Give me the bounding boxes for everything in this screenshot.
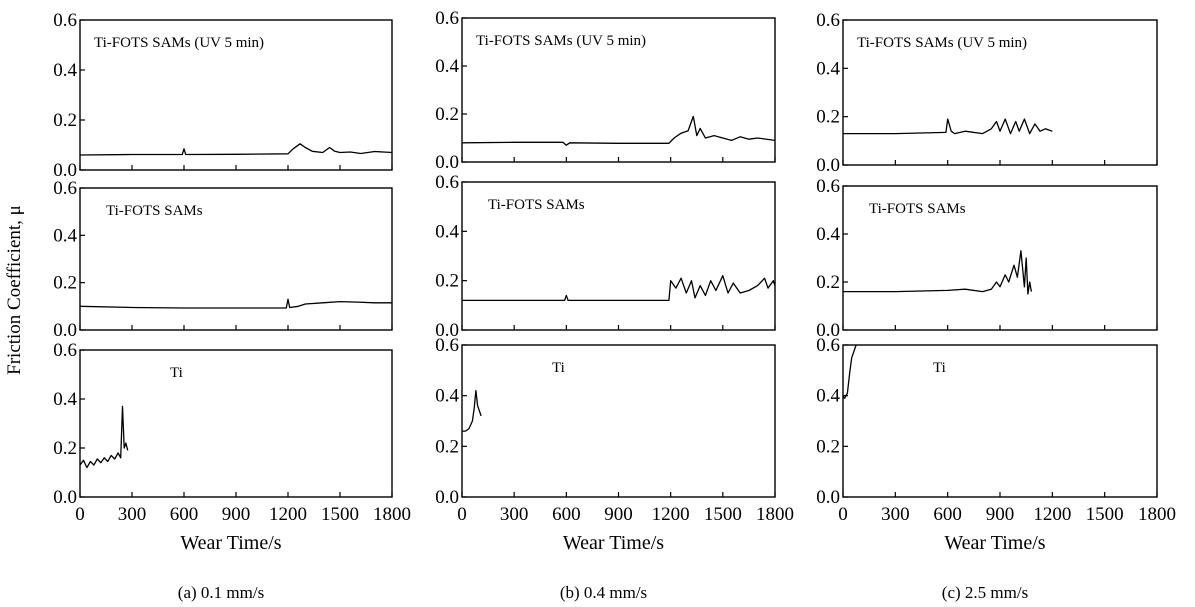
y-tick-label: 0.4	[53, 389, 77, 410]
panel-c-3: 0.0 0.2 0.4 0.6 Ti	[816, 335, 1158, 508]
series-label: Ti-FOTS SAMs (UV 5 min)	[476, 33, 646, 49]
y-tick-label: 0.4	[816, 386, 840, 407]
series-label: Ti-FOTS SAMs	[106, 203, 203, 219]
x-tick-label: 900	[986, 504, 1015, 525]
x-tick-label: 1200	[652, 504, 690, 525]
x-tick-label: 1200	[269, 504, 307, 525]
friction-trace	[79, 298, 392, 309]
x-tick-label: 300	[500, 504, 529, 525]
y-tick-label: 0.2	[816, 107, 840, 128]
x-tick-label: 1800	[373, 504, 411, 525]
series-label: Ti-FOTS SAMs (UV 5 min)	[857, 35, 1027, 51]
chart-c: 0.00.20.40.6Ti-FOTS SAMs (UV 5 min)0.00.…	[816, 10, 1176, 602]
y-tick-label: 0.6	[435, 172, 459, 193]
y-tick-label: 0.2	[816, 436, 840, 457]
x-tick-label: 0	[75, 504, 85, 525]
x-tick-label: 1200	[1033, 504, 1071, 525]
panel-caption: (b) 0.4 mm/s	[560, 583, 647, 602]
x-tick-label: 1500	[704, 504, 742, 525]
y-tick-label: 0.6	[816, 10, 840, 31]
series-label: Ti	[933, 360, 946, 376]
chart-b: 0.00.20.40.6Ti-FOTS SAMs (UV 5 min)0.00.…	[435, 8, 794, 602]
y-tick-label: 0.0	[53, 320, 77, 341]
friction-trace	[462, 275, 776, 302]
y-tick-label: 0.0	[435, 487, 459, 508]
x-tick-label: 300	[118, 504, 147, 525]
x-tick-label: 600	[933, 504, 962, 525]
y-axis-label: Friction Coefficient, μ	[4, 205, 25, 375]
x-axis-label: Wear Time/s	[563, 532, 664, 554]
y-tick-label: 0.0	[816, 155, 840, 176]
y-tick-label: 0.6	[435, 8, 459, 29]
panel-b-3: 0.0 0.2 0.4 0.6 Ti	[435, 335, 776, 508]
x-tick-label: 900	[222, 504, 251, 525]
y-tick-label: 0.0	[816, 320, 840, 341]
chart-a: 0.00.20.40.6Ti-FOTS SAMs (UV 5 min)0.00.…	[53, 10, 411, 602]
panel-a-1: 0.0 0.2 0.4 0.6 Ti-FOTS SAMs (UV 5 min)	[53, 10, 393, 181]
panel-b-1: 0.0 0.2 0.4 0.6 Ti-FOTS SAMs (UV 5 min)	[435, 8, 776, 173]
y-tick-label: 0.2	[435, 271, 459, 292]
friction-trace	[79, 405, 129, 469]
x-axis-label: Wear Time/s	[180, 532, 281, 554]
friction-trace	[462, 389, 482, 432]
x-tick-label: 0	[457, 504, 467, 525]
friction-trace	[843, 118, 1053, 135]
plot-frame	[461, 344, 776, 498]
y-tick-label: 0.0	[53, 487, 77, 508]
y-tick-label: 0.2	[435, 436, 459, 457]
x-tick-label: 1500	[1086, 504, 1124, 525]
panel-c-2: 0.0 0.2 0.4 0.6 Ti-FOTS SAMs	[816, 176, 1158, 341]
series-label: Ti	[170, 365, 183, 381]
panel-c-1: 0.0 0.2 0.4 0.6 Ti-FOTS SAMs (UV 5 min)	[816, 10, 1158, 176]
y-tick-label: 0.4	[816, 58, 840, 79]
friction-trace	[79, 143, 393, 156]
x-tick-label: 1800	[756, 504, 794, 525]
panel-b-2: 0.0 0.2 0.4 0.6 Ti-FOTS SAMs	[435, 172, 776, 341]
y-tick-label: 0.0	[53, 160, 77, 181]
y-tick-label: 0.4	[435, 56, 459, 77]
y-tick-label: 0.2	[53, 438, 77, 459]
y-tick-label: 0.6	[53, 178, 77, 199]
y-tick-label: 0.0	[435, 152, 459, 173]
panel-caption: (a) 0.1 mm/s	[178, 583, 264, 602]
y-tick-label: 0.6	[816, 335, 840, 356]
series-label: Ti-FOTS SAMs	[869, 201, 966, 217]
panel-caption: (c) 2.5 mm/s	[942, 583, 1028, 602]
x-tick-label: 1500	[321, 504, 359, 525]
series-label: Ti-FOTS SAMs	[488, 197, 585, 213]
panel-a-3: 0.0 0.2 0.4 0.6 Ti	[53, 340, 393, 508]
friction-trace	[842, 344, 857, 399]
y-tick-label: 0.0	[816, 487, 840, 508]
panel-a-2: 0.0 0.2 0.4 0.6 Ti-FOTS SAMs	[53, 178, 393, 341]
y-tick-label: 0.6	[816, 176, 840, 197]
y-tick-label: 0.6	[53, 340, 77, 361]
friction-trace	[843, 250, 1033, 295]
y-tick-label: 0.2	[53, 110, 77, 131]
y-tick-label: 0.4	[816, 224, 840, 245]
y-tick-label: 0.4	[435, 221, 459, 242]
y-tick-label: 0.4	[53, 225, 77, 246]
plot-frame	[842, 344, 1158, 498]
plot-frame	[79, 349, 393, 498]
y-tick-label: 0.2	[816, 272, 840, 293]
series-label: Ti	[552, 360, 565, 376]
y-tick-label: 0.4	[53, 60, 77, 81]
series-label: Ti-FOTS SAMs (UV 5 min)	[94, 35, 264, 51]
y-tick-label: 0.2	[53, 273, 77, 294]
y-tick-label: 0.2	[435, 104, 459, 125]
x-tick-label: 600	[170, 504, 199, 525]
x-axis-label: Wear Time/s	[944, 532, 1045, 554]
y-tick-label: 0.6	[435, 335, 459, 356]
friction-trace	[461, 115, 776, 146]
y-tick-label: 0.4	[435, 386, 459, 407]
x-tick-label: 900	[604, 504, 633, 525]
x-tick-label: 0	[838, 504, 848, 525]
charts-group: 0.00.20.40.6Ti-FOTS SAMs (UV 5 min)0.00.…	[53, 8, 1176, 602]
x-tick-label: 300	[881, 504, 910, 525]
y-tick-label: 0.6	[53, 10, 77, 31]
x-tick-label: 600	[552, 504, 581, 525]
x-tick-label: 1800	[1138, 504, 1176, 525]
y-tick-label: 0.0	[435, 320, 459, 341]
